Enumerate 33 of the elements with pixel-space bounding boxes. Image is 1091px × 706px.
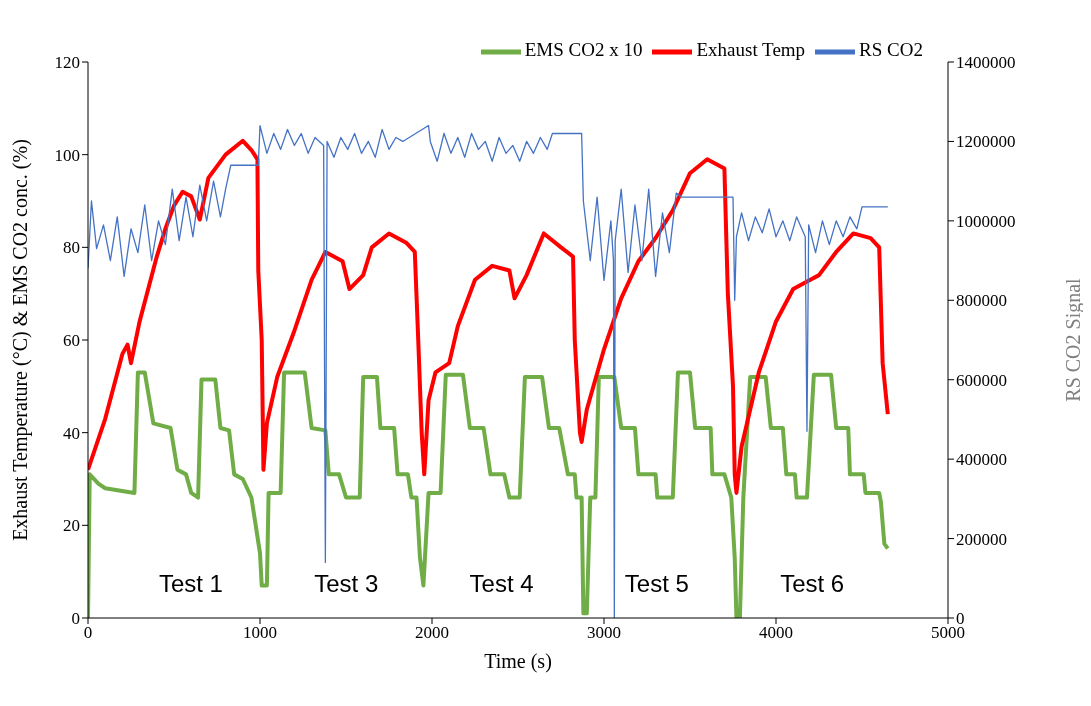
annotation: Test 5: [623, 570, 690, 598]
annotation: Test 3: [313, 570, 380, 598]
legend-label: RS CO2: [859, 39, 923, 61]
x-tick-label: 4000: [759, 623, 793, 643]
y-tick-label: 60: [63, 331, 80, 351]
annotation: Test 4: [468, 570, 535, 598]
x-tick-label: 5000: [931, 623, 965, 643]
y-tick-label: 0: [71, 609, 80, 629]
y-tick-label: 20: [63, 516, 80, 536]
y2-tick-label: 1200000: [956, 132, 1016, 152]
line-series: [88, 138, 890, 495]
line-series: [88, 124, 889, 618]
y2-tick-label: 1400000: [956, 53, 1016, 73]
y2-tick-label: 800000: [956, 291, 1007, 311]
y-tick-label: 100: [54, 145, 80, 165]
y2-tick-label: 600000: [956, 370, 1007, 390]
x-axis-title: Time (s): [484, 650, 552, 673]
x-tick-label: 3000: [587, 623, 621, 643]
x-tick-label: 1000: [243, 623, 277, 643]
annotation: Test 1: [157, 570, 224, 598]
legend-label: EMS CO2 x 10: [524, 39, 643, 61]
y2-tick-label: 1000000: [956, 211, 1016, 231]
y-axis-title: Exhaust Temperature (°C) & EMS CO2 conc. (%): [9, 139, 33, 541]
y-tick-label: 40: [63, 423, 80, 443]
y-tick-label: 80: [63, 238, 80, 258]
line-series: [88, 370, 890, 618]
annotation: Test 6: [779, 570, 846, 598]
y-tick-label: 120: [54, 53, 80, 73]
x-tick-label: 2000: [415, 623, 449, 643]
y2-tick-label: 400000: [956, 450, 1007, 470]
y2-tick-label: 200000: [956, 529, 1007, 549]
legend-label: Exhaust Temp: [696, 39, 806, 61]
x-tick-label: 0: [83, 623, 93, 643]
